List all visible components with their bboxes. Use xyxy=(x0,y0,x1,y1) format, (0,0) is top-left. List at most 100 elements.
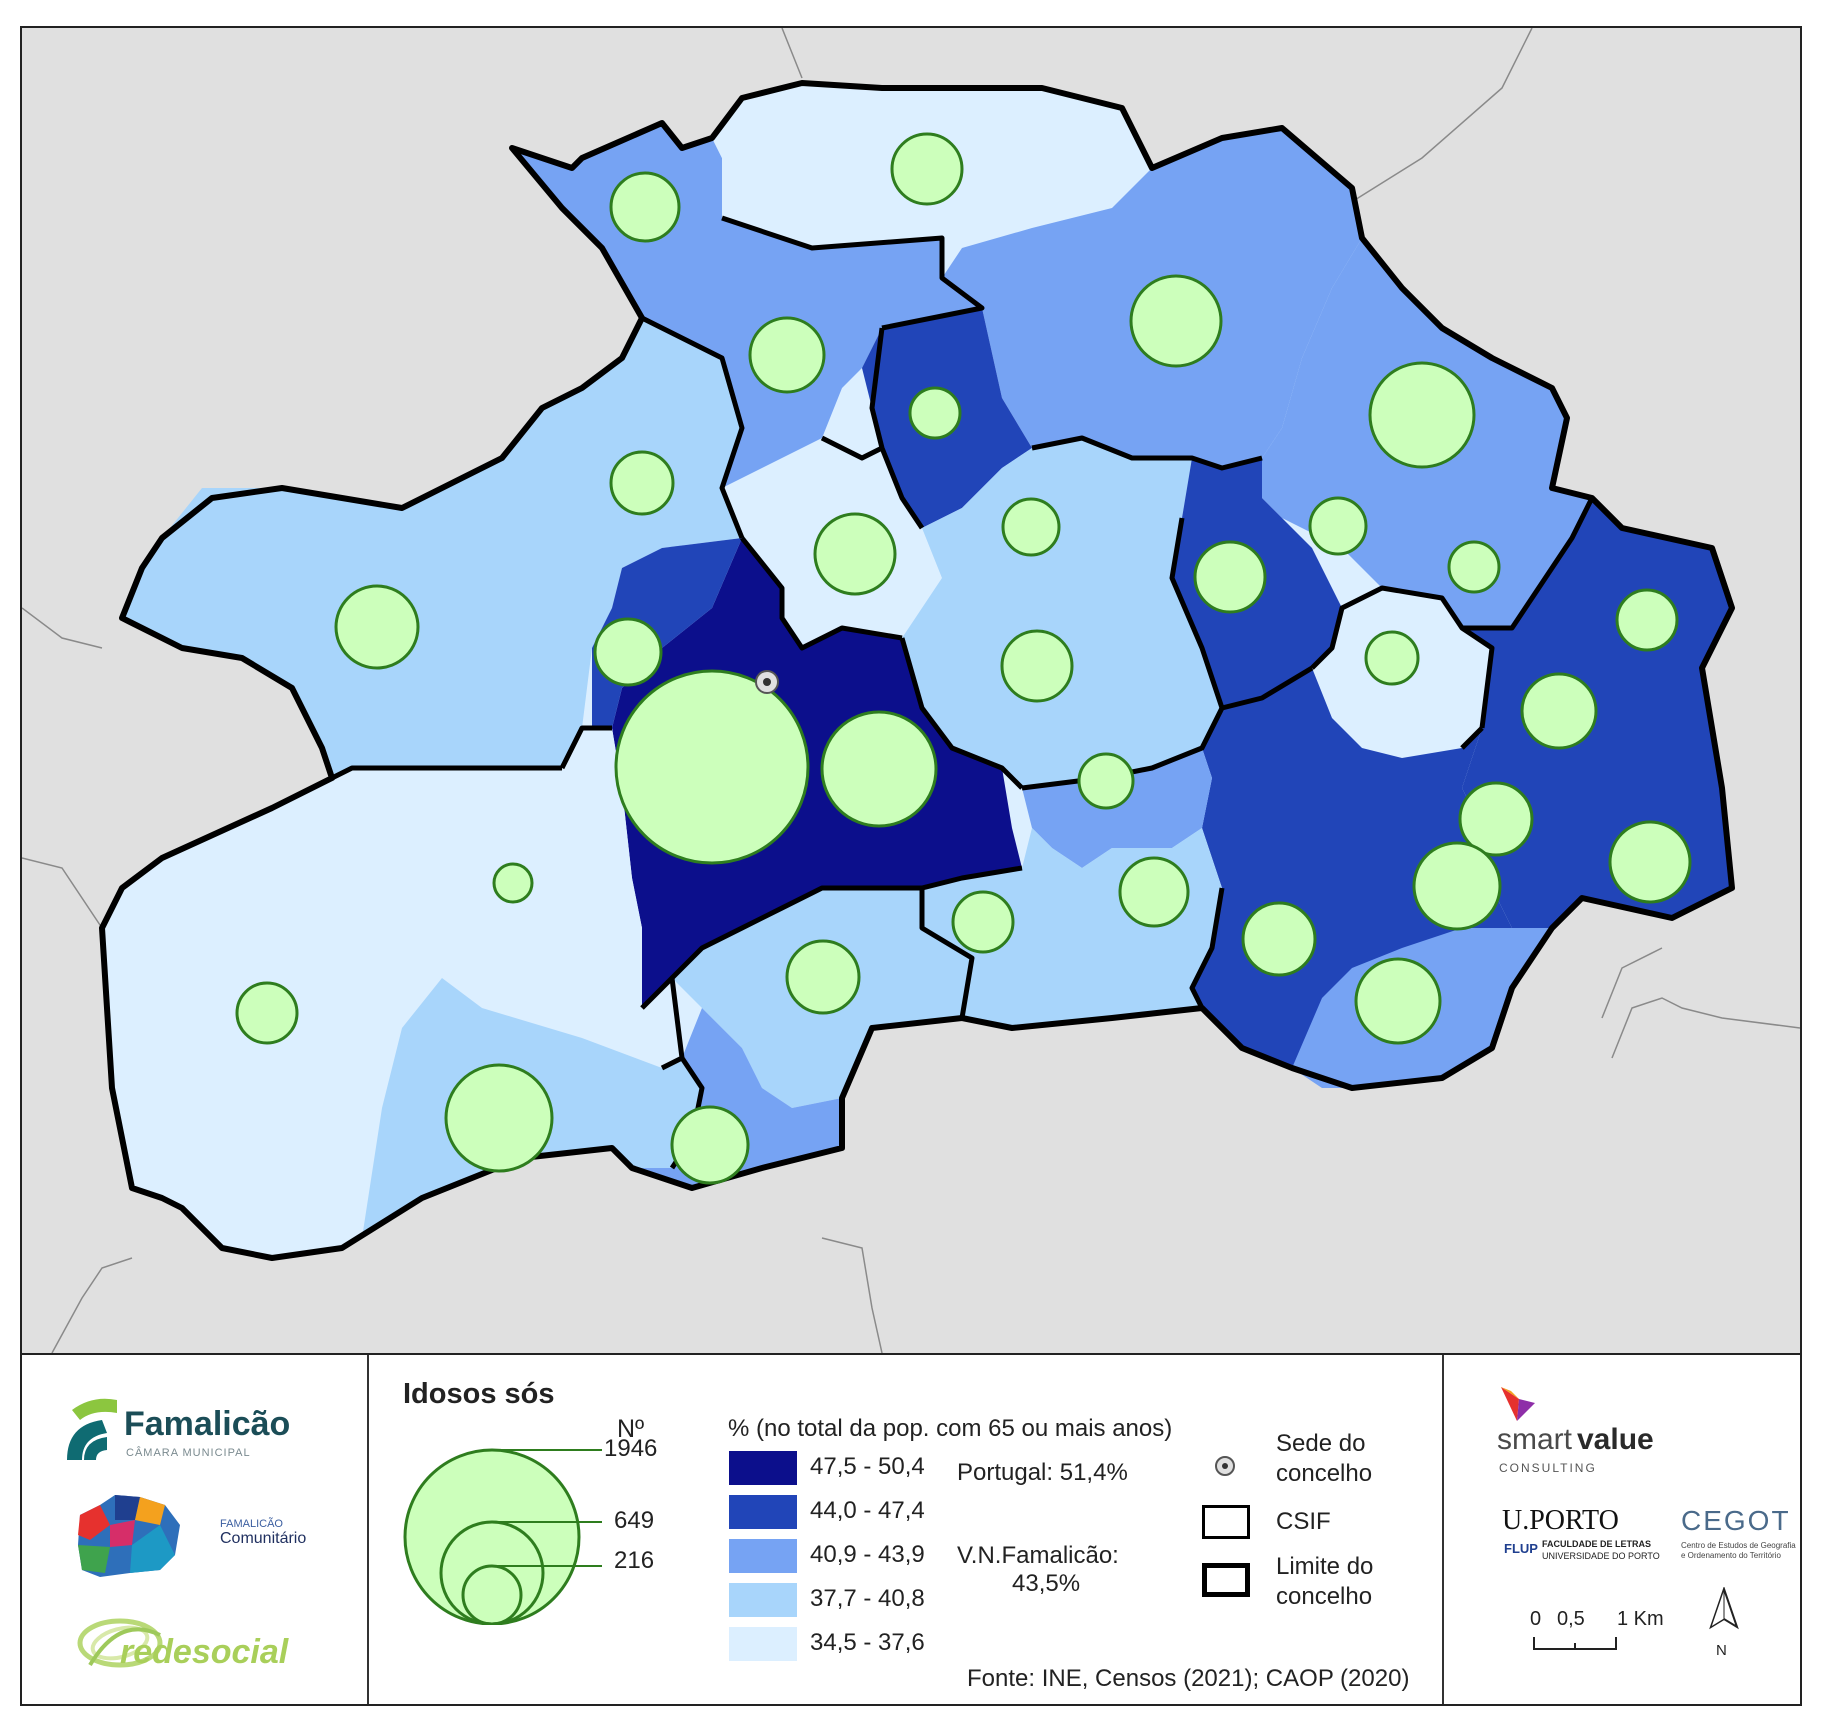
sede-legend-label: concelho xyxy=(1276,1460,1373,1487)
class-swatch xyxy=(729,1451,797,1485)
legend-panel: Famalicão CÂMARA MUNICIPAL FAMALICÃO Com… xyxy=(22,1353,1800,1704)
comunitario-logo: FAMALICÃO Comunitário xyxy=(70,1485,360,1585)
class-swatch xyxy=(729,1539,797,1573)
elderly-count-circle xyxy=(670,1105,750,1185)
elderly-count-circle xyxy=(813,512,897,596)
elderly-count-circle xyxy=(1447,540,1501,594)
reference-vnf-label: V.N.Famalicão: xyxy=(957,1542,1119,1569)
scale-label: 0 xyxy=(1530,1608,1542,1630)
elderly-count-circle xyxy=(1077,752,1135,810)
north-label: N xyxy=(1716,1642,1727,1659)
neighbour-boundaries xyxy=(22,28,1800,1353)
scale-label: 1 Km xyxy=(1617,1608,1664,1630)
class-label: 37,7 - 40,8 xyxy=(810,1585,925,1612)
parish xyxy=(122,318,742,778)
elderly-count-circle xyxy=(1000,629,1074,703)
class-label: 34,5 - 37,6 xyxy=(810,1629,925,1656)
cegot-text: CEGOT xyxy=(1681,1505,1791,1536)
elderly-count-circle xyxy=(614,669,810,865)
uporto-text: U.PORTO xyxy=(1502,1505,1619,1536)
comunitario-text: Comunitário xyxy=(220,1530,307,1547)
cegot-logo: CEGOT Centro de Estudos de Geografia e O… xyxy=(1677,1505,1797,1565)
sede-legend-label: Sede do xyxy=(1276,1430,1366,1457)
parish xyxy=(632,1008,842,1188)
csif-legend-label: CSIF xyxy=(1276,1508,1331,1535)
reference-vnf-value: 43,5% xyxy=(1012,1570,1081,1597)
elderly-count-circle xyxy=(235,981,299,1045)
smartvalue-text-b: value xyxy=(1577,1423,1654,1456)
class-label: 47,5 - 50,4 xyxy=(810,1453,925,1480)
parish xyxy=(902,438,1222,788)
parish xyxy=(102,728,682,1258)
sede-marker xyxy=(755,670,779,694)
size-legend-value: 649 xyxy=(614,1507,655,1534)
elderly-count-circle xyxy=(1520,672,1598,750)
north-arrow-icon xyxy=(1709,1587,1739,1630)
elderly-count-circle xyxy=(1364,630,1420,686)
smartvalue-logo: smart value CONSULTING xyxy=(1497,1385,1787,1475)
legend-divider xyxy=(1442,1355,1444,1704)
scale-label: 0,5 xyxy=(1557,1608,1585,1630)
scale-bar xyxy=(1533,1637,1617,1650)
parish xyxy=(612,538,1022,1008)
class-swatch xyxy=(729,1627,797,1661)
legend-divider xyxy=(367,1355,369,1704)
size-legend-header: Nº xyxy=(617,1415,645,1443)
uporto-logo: U.PORTO FLUP FACULDADE DE LETRAS UNIVERS… xyxy=(1492,1505,1662,1565)
elderly-count-circle xyxy=(1193,540,1267,614)
elderly-count-circle xyxy=(1129,274,1223,368)
smartvalue-logo-icon xyxy=(1501,1387,1535,1421)
flup-line-2: UNIVERSIDADE DO PORTO xyxy=(1542,1551,1660,1561)
reference-portugal: Portugal: 51,4% xyxy=(957,1459,1128,1486)
class-label: 44,0 - 47,4 xyxy=(810,1497,925,1524)
redesocial-logo: redesocial xyxy=(70,1605,360,1685)
elderly-count-circle xyxy=(951,890,1015,954)
class-legend-header: % (no total da pop. com 65 ou mais anos) xyxy=(728,1415,1173,1442)
size-legend-value: 216 xyxy=(614,1547,655,1574)
elderly-count-circle xyxy=(334,584,420,670)
redesocial-swirl-icon xyxy=(77,1618,163,1668)
parish xyxy=(1022,748,1212,868)
flup-text: FLUP xyxy=(1504,1541,1538,1556)
elderly-count-circle xyxy=(890,132,964,206)
limite-legend-label: concelho xyxy=(1276,1583,1373,1610)
legend-title: Idosos sós xyxy=(403,1378,555,1410)
elderly-count-circle xyxy=(492,862,534,904)
elderly-count-circle xyxy=(1608,820,1692,904)
elderly-count-circle xyxy=(1615,588,1679,652)
class-swatch xyxy=(729,1495,797,1529)
comunitario-small-text: FAMALICÃO xyxy=(220,1518,283,1530)
map-canvas xyxy=(22,28,1800,1353)
map-frame: Famalicão CÂMARA MUNICIPAL FAMALICÃO Com… xyxy=(20,26,1802,1706)
elderly-count-circle xyxy=(785,939,861,1015)
elderly-count-circle xyxy=(820,710,938,828)
elderly-count-circle xyxy=(609,450,675,516)
famalicao-logo-subtext: CÂMARA MUNICIPAL xyxy=(126,1447,251,1459)
sede-legend-icon xyxy=(1215,1456,1235,1476)
limite-legend-label: Limite do xyxy=(1276,1553,1374,1580)
elderly-count-circle xyxy=(609,171,681,243)
elderly-count-circle xyxy=(1368,361,1476,469)
elderly-count-circle xyxy=(1412,841,1502,931)
redesocial-text: redesocial xyxy=(120,1633,289,1671)
elderly-count-circle xyxy=(1118,856,1190,928)
elderly-count-circle xyxy=(1001,497,1061,557)
class-label: 40,9 - 43,9 xyxy=(810,1541,925,1568)
elderly-count-circle xyxy=(1458,781,1534,857)
elderly-count-circle xyxy=(444,1063,554,1173)
famalicao-logo-text: Famalicão xyxy=(124,1405,291,1443)
comunitario-map-icon xyxy=(78,1495,180,1577)
flup-line-1: FACULDADE DE LETRAS xyxy=(1542,1539,1652,1549)
consulting-text: CONSULTING xyxy=(1499,1461,1597,1475)
source-text: Fonte: INE, Censos (2021); CAOP (2020) xyxy=(967,1665,1410,1692)
class-swatch xyxy=(729,1583,797,1617)
proportional-circles xyxy=(235,132,1692,1185)
elderly-count-circle xyxy=(908,386,962,440)
famalicao-logo-icon xyxy=(67,1398,117,1460)
limite-legend-swatch xyxy=(1202,1563,1250,1597)
famalicao-logo: Famalicão CÂMARA MUNICIPAL xyxy=(62,1395,352,1475)
elderly-count-circle xyxy=(1308,496,1368,556)
cegot-line-1: Centro de Estudos de Geografia xyxy=(1681,1541,1796,1550)
smartvalue-text-a: smart xyxy=(1497,1423,1572,1456)
cegot-line-2: e Ordenamento do Território xyxy=(1681,1551,1781,1560)
